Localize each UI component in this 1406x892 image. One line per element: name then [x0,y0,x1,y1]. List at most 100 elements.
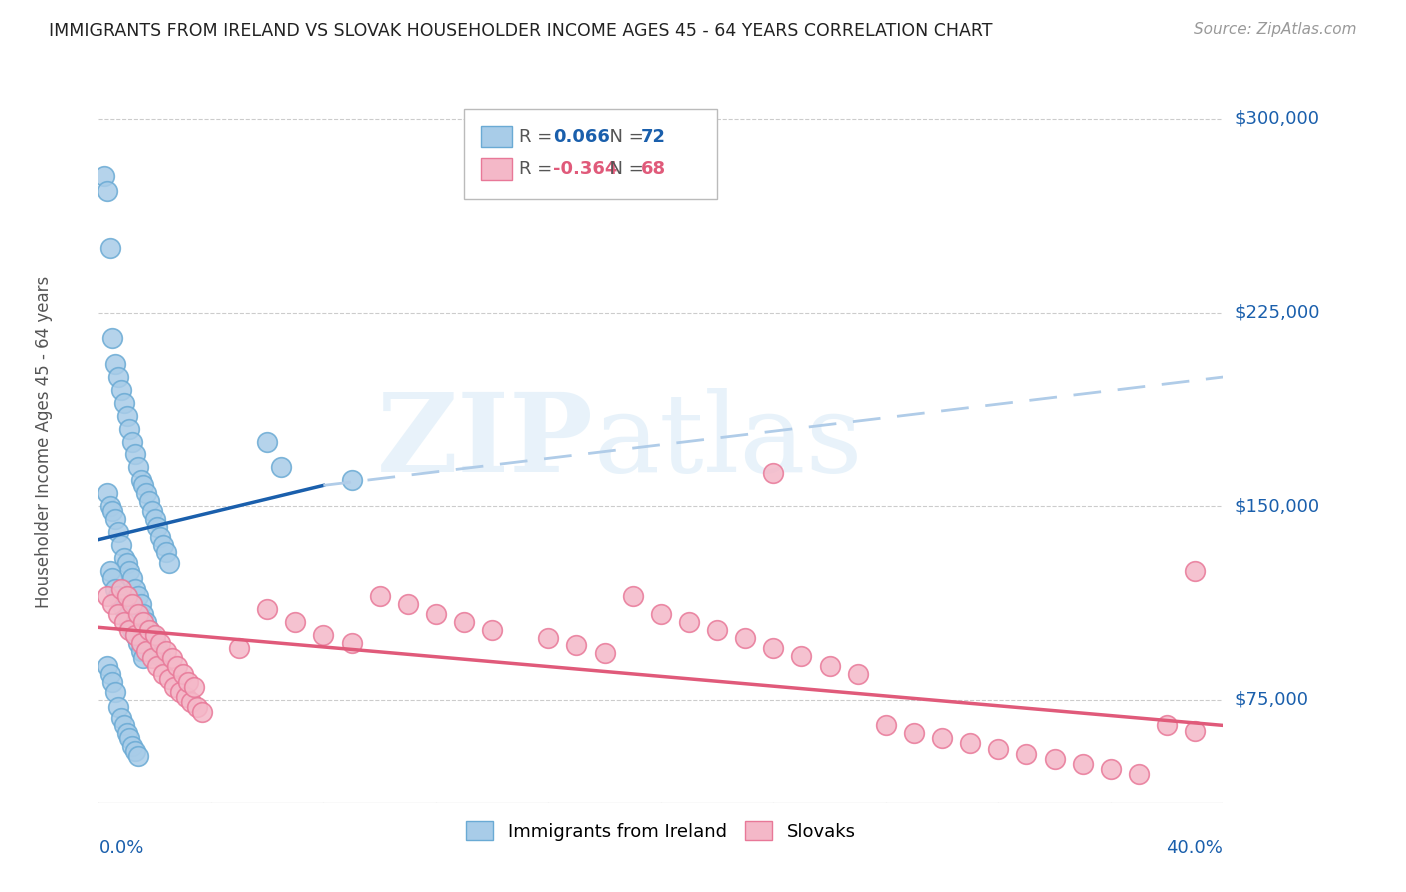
Point [177,674,200,689]
Point [146,659,169,673]
Point [160,651,183,665]
FancyBboxPatch shape [481,158,512,180]
Point [129,473,152,487]
Point [115,590,138,604]
Point [481,623,503,637]
Point [115,607,138,622]
Point [112,615,135,630]
Point [118,623,141,637]
Point [959,736,981,750]
Point [180,695,202,709]
Point [110,383,132,397]
Point [101,674,124,689]
Point [270,460,292,475]
Point [368,590,391,604]
Point [138,623,160,637]
Point [118,615,141,630]
Point [107,607,129,622]
Point [118,564,141,578]
Point [132,615,155,630]
Point [121,434,143,449]
FancyBboxPatch shape [481,126,512,147]
Point [396,597,419,611]
Point [790,648,813,663]
Point [98,241,121,255]
Point [256,434,278,449]
Point [107,700,129,714]
Point [155,643,177,657]
Point [98,499,121,513]
Point [107,524,129,539]
Point [143,633,166,648]
Point [228,640,250,655]
Point [115,726,138,740]
Point [143,628,166,642]
Point [174,690,197,704]
Point [132,607,155,622]
Point [112,550,135,565]
Point [818,659,841,673]
Point [593,646,616,660]
Point [1184,723,1206,738]
Text: R =: R = [519,161,558,178]
Point [127,607,149,622]
Point [110,582,132,596]
Text: atlas: atlas [593,388,863,495]
Point [135,615,157,630]
Point [138,494,160,508]
Point [146,519,169,533]
Text: $225,000: $225,000 [1234,303,1320,321]
Point [135,486,157,500]
Point [141,504,163,518]
Point [104,357,127,371]
Point [1071,757,1094,772]
Point [149,530,172,544]
Point [931,731,953,746]
Point [166,659,188,673]
Point [183,680,205,694]
Point [141,651,163,665]
Point [112,718,135,732]
Point [425,607,447,622]
Point [112,602,135,616]
Point [169,685,191,699]
Point [124,582,146,596]
Point [112,396,135,410]
Text: Source: ZipAtlas.com: Source: ZipAtlas.com [1194,22,1357,37]
Point [104,685,127,699]
Point [875,718,897,732]
Point [621,590,644,604]
Point [1184,564,1206,578]
Point [110,538,132,552]
Point [340,473,363,487]
Point [110,711,132,725]
Point [121,597,143,611]
Point [152,538,174,552]
Point [191,706,214,720]
Text: IMMIGRANTS FROM IRELAND VS SLOVAK HOUSEHOLDER INCOME AGES 45 - 64 YEARS CORRELAT: IMMIGRANTS FROM IRELAND VS SLOVAK HOUSEH… [49,22,993,40]
Point [127,749,149,764]
Point [163,680,186,694]
Point [124,744,146,758]
Point [1015,747,1038,761]
Point [96,184,118,198]
Point [104,582,127,596]
Point [101,504,124,518]
Point [706,623,728,637]
Point [98,666,121,681]
Point [1128,767,1150,781]
Point [138,623,160,637]
Point [124,447,146,461]
Point [149,636,172,650]
Point [132,478,155,492]
Text: 0.0%: 0.0% [98,838,143,857]
Point [1043,752,1066,766]
Point [157,672,180,686]
Point [146,640,169,655]
Text: 72: 72 [641,128,665,145]
Point [127,590,149,604]
Legend: Immigrants from Ireland, Slovaks: Immigrants from Ireland, Slovaks [458,814,863,848]
Point [121,571,143,585]
Point [98,564,121,578]
Point [129,636,152,650]
